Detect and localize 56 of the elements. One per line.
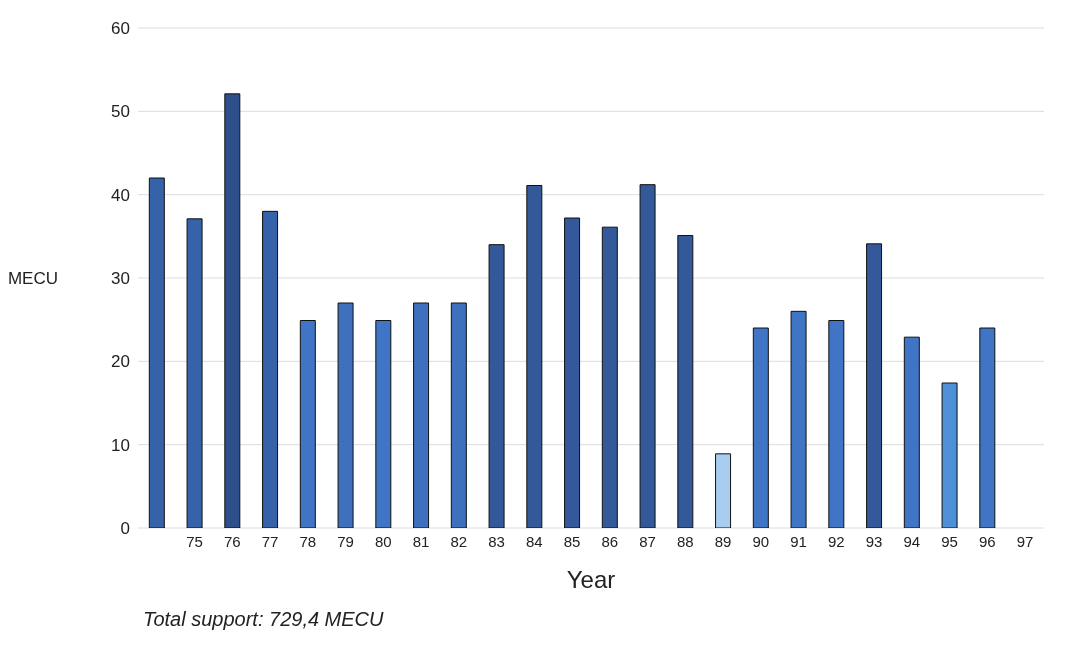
x-axis-title: Year xyxy=(566,566,616,593)
bar xyxy=(413,302,430,528)
y-tick-label: 40 xyxy=(111,185,130,205)
x-tick-label: 77 xyxy=(261,532,279,550)
bar xyxy=(903,336,920,528)
y-axis-title: MECU xyxy=(7,269,58,289)
bar xyxy=(601,226,618,528)
x-tick-label: 95 xyxy=(941,532,958,550)
y-tick-label: 20 xyxy=(111,352,130,372)
x-tick-label: 87 xyxy=(639,532,656,550)
x-tick-label: 81 xyxy=(412,532,430,550)
x-tick-label: 83 xyxy=(488,532,505,550)
x-tick-label: 86 xyxy=(601,532,619,550)
x-tick-label: 75 xyxy=(186,532,203,550)
bar xyxy=(941,382,958,528)
bar xyxy=(375,320,392,528)
y-tick-label: 10 xyxy=(111,435,130,455)
x-tick-label: 82 xyxy=(450,532,468,550)
bar xyxy=(639,184,656,528)
x-tick-label: 89 xyxy=(714,532,732,550)
bar xyxy=(828,320,845,528)
x-tick-label: 80 xyxy=(375,532,392,550)
bar xyxy=(224,93,241,528)
text: Total support: 729,4 MECU xyxy=(143,608,384,631)
x-tick-label: 91 xyxy=(790,532,807,550)
bar xyxy=(790,310,807,528)
bar xyxy=(148,177,165,528)
x-tick-label: 94 xyxy=(903,532,921,550)
bar xyxy=(299,320,316,528)
x-tick-label: 92 xyxy=(828,532,845,550)
x-tick-label: 90 xyxy=(752,532,770,550)
bar xyxy=(715,453,732,528)
bar xyxy=(752,327,769,528)
bar xyxy=(677,235,694,528)
bar xyxy=(866,243,883,528)
x-tick-label: 97 xyxy=(1016,532,1034,550)
x-tick-label: 78 xyxy=(299,532,317,550)
x-tick-label: 79 xyxy=(337,532,354,550)
bar xyxy=(262,210,279,528)
y-tick-label: 0 xyxy=(120,519,130,539)
x-tick-label: 88 xyxy=(677,532,694,550)
bar xyxy=(186,218,203,528)
bar xyxy=(337,302,354,528)
bar xyxy=(564,217,581,528)
bar xyxy=(488,244,505,528)
bar xyxy=(526,185,543,528)
bar xyxy=(979,327,996,528)
bar xyxy=(450,302,467,528)
y-tick-label: 30 xyxy=(111,269,130,289)
x-tick-label: 76 xyxy=(224,532,241,550)
x-tick-label: 93 xyxy=(865,532,883,550)
x-tick-label: 84 xyxy=(526,532,543,550)
x-tick-label: 85 xyxy=(563,532,581,550)
y-tick-label: 50 xyxy=(111,102,130,122)
y-tick-label: 60 xyxy=(111,19,130,39)
x-tick-label: 96 xyxy=(979,532,996,550)
